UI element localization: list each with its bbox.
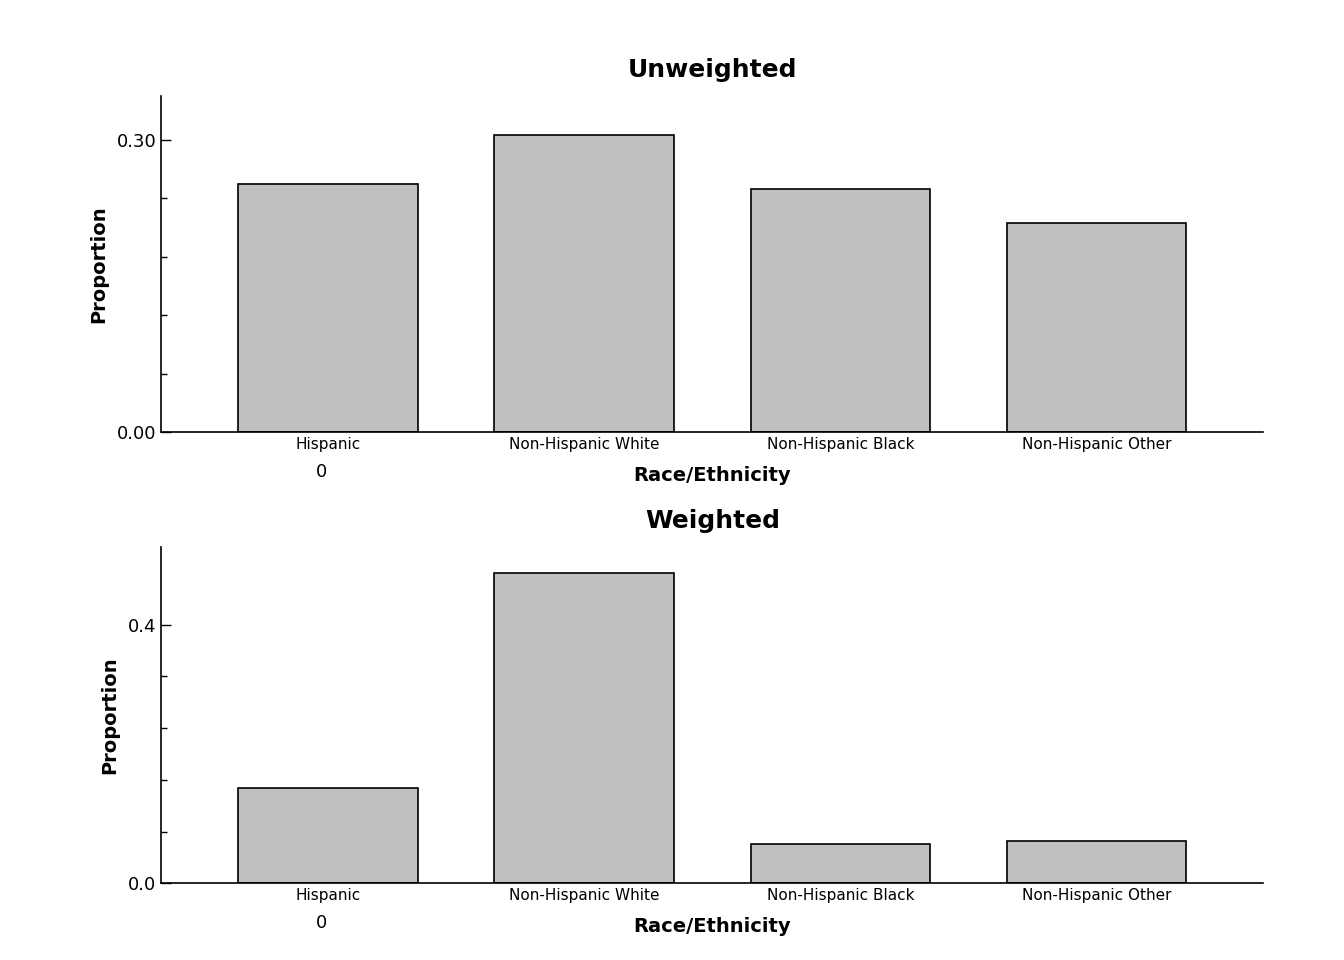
Bar	[495, 135, 673, 432]
Bar	[1007, 223, 1187, 432]
Y-axis label: Proportion: Proportion	[89, 205, 109, 323]
Bar	[495, 573, 673, 883]
Text: 0: 0	[316, 914, 327, 932]
X-axis label: Race/Ethnicity: Race/Ethnicity	[633, 917, 792, 936]
Text: 0: 0	[316, 463, 327, 481]
X-axis label: Race/Ethnicity: Race/Ethnicity	[633, 466, 792, 485]
Y-axis label: Proportion: Proportion	[101, 657, 120, 774]
Bar	[751, 188, 930, 432]
Title: Weighted: Weighted	[645, 509, 780, 533]
Bar	[238, 787, 418, 883]
Title: Unweighted: Unweighted	[628, 58, 797, 82]
Bar	[238, 183, 418, 432]
Bar	[1007, 841, 1187, 883]
Bar	[751, 845, 930, 883]
